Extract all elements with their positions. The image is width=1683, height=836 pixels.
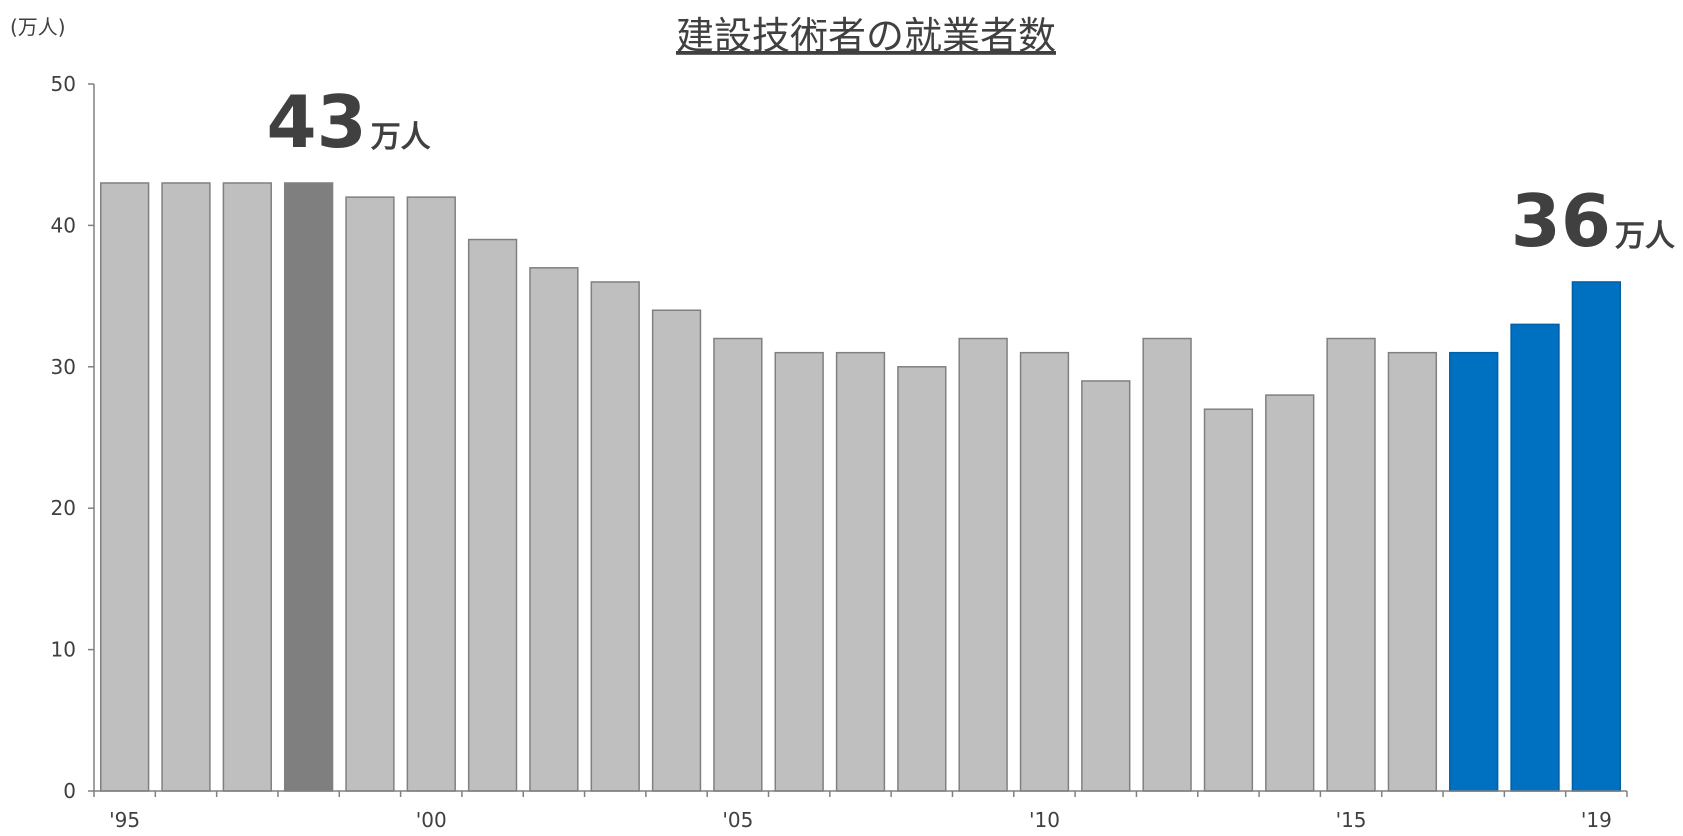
bar-1995 <box>100 182 150 792</box>
x-tick-label: '19 <box>1581 808 1612 832</box>
bar-2007 <box>835 351 886 792</box>
y-tick-label: 20 <box>51 496 76 520</box>
y-axis: 0 10 20 30 40 50 <box>51 72 95 803</box>
bar-2015 <box>1326 337 1376 792</box>
bar-2014 <box>1265 394 1315 792</box>
bar-2019 <box>1571 281 1622 792</box>
x-axis: '95 '00 '05 '10 '15 '19 <box>93 790 1628 832</box>
annotation-1998: 43 万人 <box>267 80 431 164</box>
bar-2011 <box>1081 380 1131 792</box>
x-tick-label: '95 <box>109 808 140 832</box>
y-tick-label: 0 <box>63 779 76 803</box>
bar-2008 <box>897 366 947 792</box>
x-tick-label: '05 <box>722 808 753 832</box>
annotation-value: 36 <box>1511 179 1611 263</box>
y-tick-label: 50 <box>51 72 76 96</box>
bar-1996 <box>161 182 211 792</box>
bar-2012 <box>1142 337 1192 792</box>
bar-2013 <box>1203 408 1254 792</box>
y-axis-unit-label: (万人) <box>10 15 66 39</box>
x-tick-label: '10 <box>1029 808 1060 832</box>
bar-2004 <box>651 309 702 792</box>
annotation-2019: 36 万人 <box>1511 179 1675 263</box>
annotation-value: 43 <box>267 80 367 164</box>
bar-2017 <box>1449 351 1499 792</box>
bar-2009 <box>958 337 1008 792</box>
x-tick-label: '15 <box>1336 808 1367 832</box>
annotation-unit: 万人 <box>371 120 431 155</box>
chart-title: 建設技術者の就業者数 <box>676 14 1056 58</box>
x-tick-label: '00 <box>416 808 447 832</box>
bar-1999 <box>345 196 395 792</box>
bar-2001 <box>467 238 518 792</box>
bar-2005 <box>713 337 763 792</box>
annotation-unit: 万人 <box>1615 219 1675 254</box>
bar-2018 <box>1510 323 1560 792</box>
bar-2010 <box>1019 351 1070 792</box>
bar-2016 <box>1387 351 1438 792</box>
bar-1998 <box>283 182 334 792</box>
y-tick-label: 40 <box>51 213 76 237</box>
bar-2006 <box>774 351 824 792</box>
bar-2000 <box>406 196 456 792</box>
bar-2003 <box>590 281 640 792</box>
bars-group <box>100 182 1622 792</box>
y-tick-label: 10 <box>51 638 76 662</box>
y-tick-label: 30 <box>51 355 76 379</box>
bar-1997 <box>222 182 272 792</box>
bar-2002 <box>529 267 579 792</box>
